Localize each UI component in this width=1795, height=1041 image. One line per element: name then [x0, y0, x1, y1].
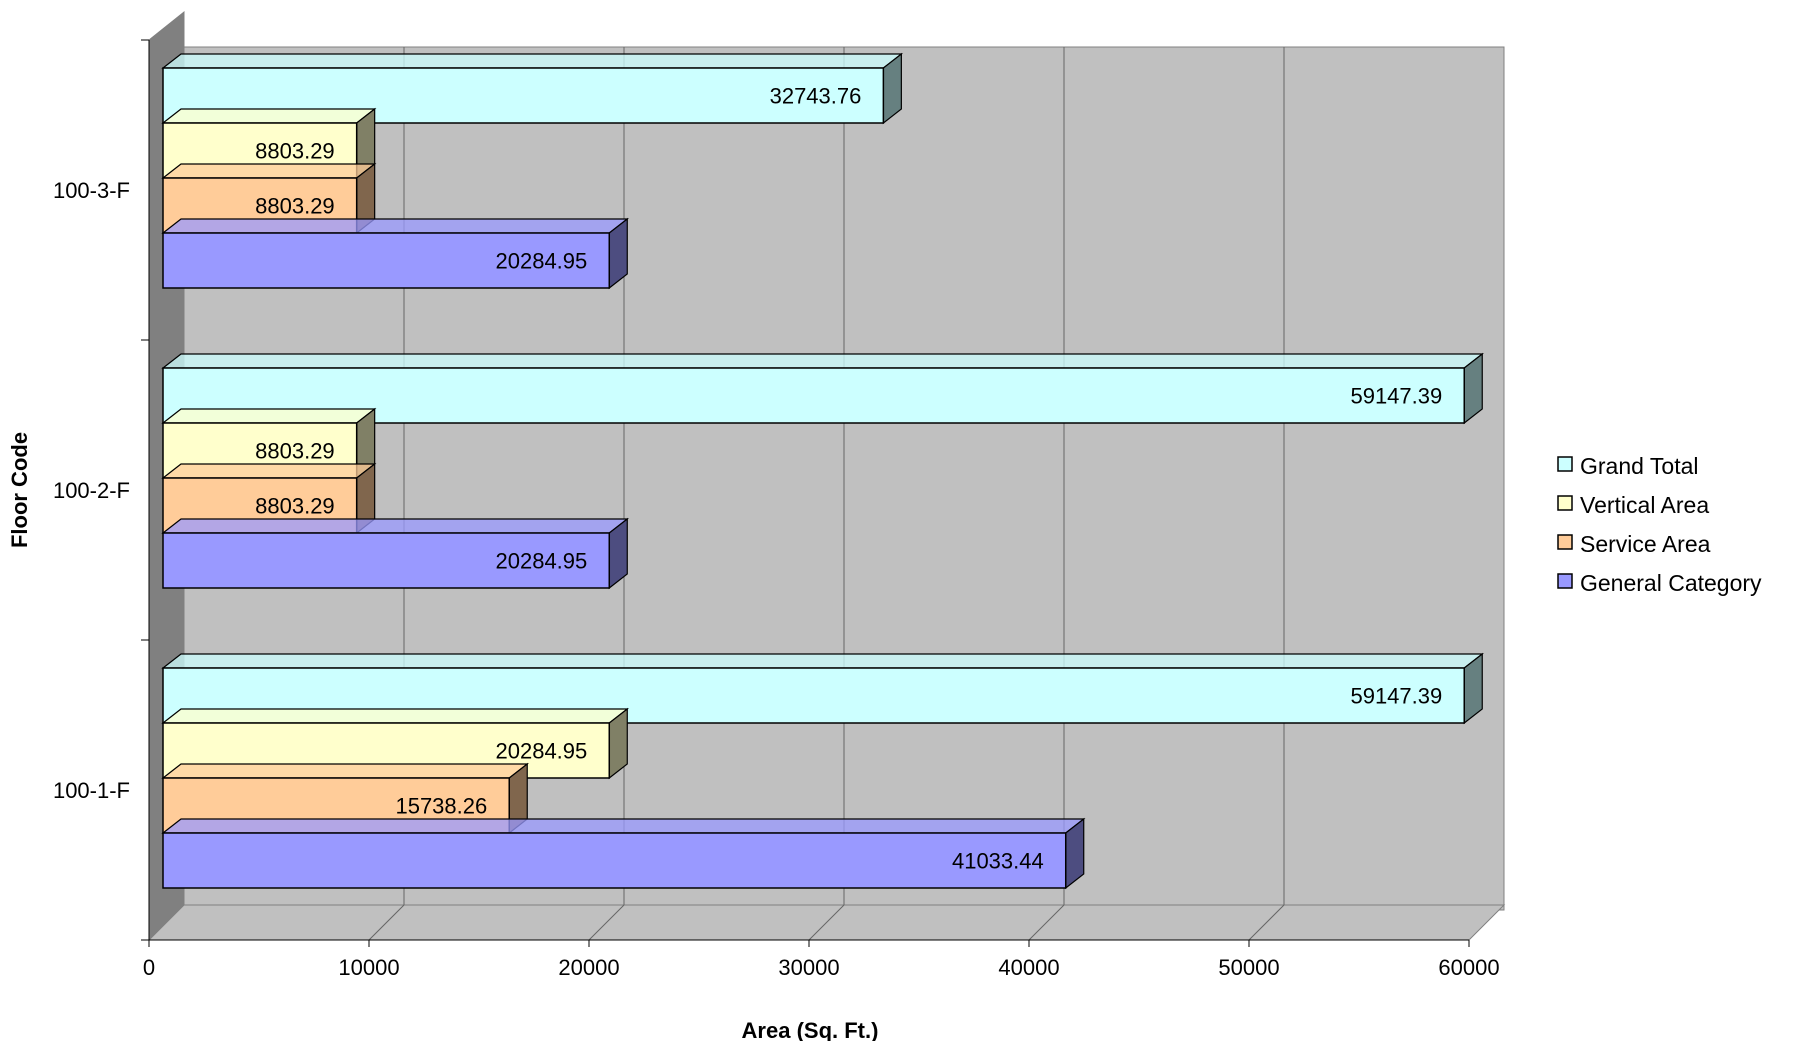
bar-top-face — [161, 353, 1484, 369]
x-tick-label: 30000 — [778, 955, 839, 980]
bar-top-face — [161, 408, 377, 424]
bar-top-face — [161, 108, 377, 124]
bar-value-label: 41033.44 — [952, 849, 1044, 874]
x-tick-label: 0 — [143, 955, 155, 980]
bar — [162, 232, 611, 289]
legend: Grand Total Vertical Area Service Area Gene… — [1557, 453, 1762, 596]
bar-top-face — [161, 53, 904, 69]
x-axis-title: Area (Sq. Ft.) — [742, 1018, 879, 1041]
x-tick-label: 20000 — [558, 955, 619, 980]
axes — [141, 39, 1470, 947]
gridline-floor — [1248, 904, 1285, 941]
legend-label: General Category — [1580, 570, 1762, 596]
gridline-floor — [588, 904, 625, 941]
bar-top-face — [161, 518, 630, 534]
bar-top-face — [161, 463, 377, 479]
bar-value-label: 59147.39 — [1350, 384, 1442, 409]
legend-label: Service Area — [1580, 531, 1711, 557]
bar-value-label: 20284.95 — [496, 549, 588, 574]
bar-top-face — [161, 218, 630, 234]
gridline-floor — [368, 904, 405, 941]
legend-swatch — [1557, 456, 1573, 472]
x-tick-label: 40000 — [998, 955, 1059, 980]
bars — [161, 52, 1484, 890]
bar-value-label: 8803.29 — [255, 194, 335, 219]
bar-top-face — [161, 653, 1484, 669]
bar-value-label: 8803.29 — [255, 439, 335, 464]
bar-top-face — [161, 708, 630, 724]
bar-value-label: 15738.26 — [395, 794, 487, 819]
bar-value-label: 20284.95 — [496, 249, 588, 274]
legend-label: Vertical Area — [1580, 492, 1709, 518]
y-tick-label: 100-3-F — [53, 178, 130, 203]
bar-value-label: 59147.39 — [1350, 684, 1442, 709]
x-tick-label: 10000 — [338, 955, 399, 980]
y-tick-labels: 100-1-F 100-2-F 100-3-F — [53, 178, 130, 803]
legend-swatch — [1557, 495, 1573, 511]
bar — [162, 532, 611, 589]
bar-top-face — [161, 163, 377, 179]
legend-swatch — [1557, 573, 1573, 589]
legend-label: Grand Total — [1580, 453, 1698, 479]
y-tick-label: 100-2-F — [53, 478, 130, 503]
x-tick-labels: 0 10000 20000 30000 40000 50000 60000 — [143, 955, 1500, 980]
bar-top-face — [161, 763, 529, 779]
bar — [162, 832, 1067, 889]
y-axis-title: Floor Code — [7, 432, 32, 548]
bar-value-label: 8803.29 — [255, 494, 335, 519]
x-tick-label: 50000 — [1218, 955, 1279, 980]
x-tick-label: 60000 — [1438, 955, 1499, 980]
gridline-floor — [808, 904, 845, 941]
bar-value-label: 32743.76 — [770, 84, 862, 109]
bar-value-label: 8803.29 — [255, 139, 335, 164]
y-tick-label: 100-1-F — [53, 778, 130, 803]
bar-value-label: 20284.95 — [496, 739, 588, 764]
gridline-floor — [1028, 904, 1065, 941]
bar — [162, 367, 1465, 424]
bar-top-face — [161, 818, 1086, 834]
bar-labels: 59147.39 20284.95 15738.26 41033.44 59147.39… — [255, 84, 1442, 874]
legend-swatch — [1557, 534, 1573, 550]
